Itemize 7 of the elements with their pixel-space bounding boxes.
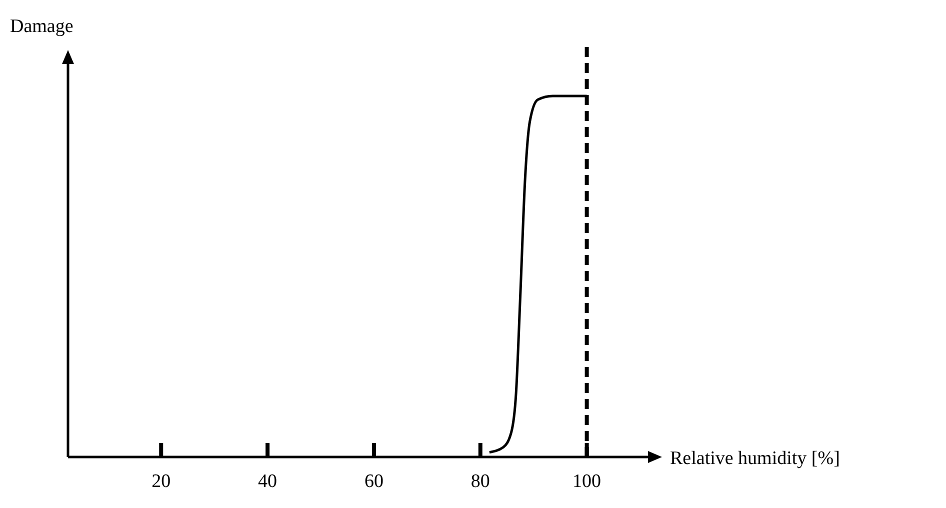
y-axis-title: Damage [10, 16, 74, 37]
x-tick-label: 20 [152, 471, 171, 492]
x-tick-label: 100 [572, 471, 602, 492]
x-tick-label: 40 [258, 471, 278, 492]
x-tick-label: 60 [364, 471, 384, 492]
x-tick-label: 80 [470, 471, 490, 492]
x-axis-title: Relative humidity [%] [670, 448, 840, 469]
